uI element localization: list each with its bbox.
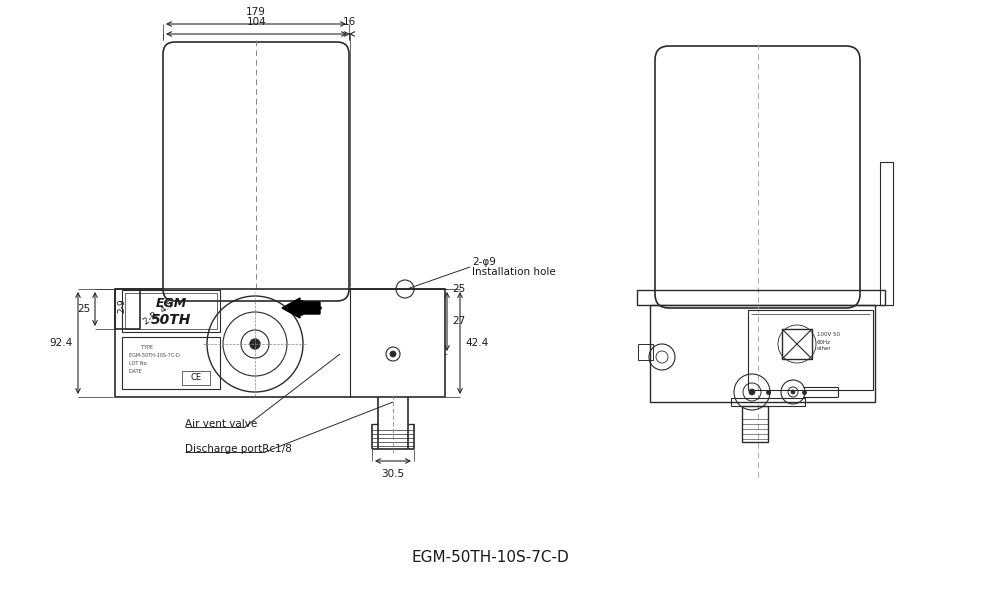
Text: other: other <box>817 347 832 352</box>
Bar <box>637 290 885 305</box>
Bar <box>182 371 210 385</box>
Bar <box>880 162 893 305</box>
Text: LOT No.: LOT No. <box>126 361 148 366</box>
FancyArrow shape <box>282 298 320 318</box>
Text: 100V 50: 100V 50 <box>817 332 840 338</box>
Text: 2-9: 2-9 <box>117 299 126 313</box>
Bar <box>650 305 875 402</box>
Text: Installation hole: Installation hole <box>472 267 556 277</box>
Bar <box>125 293 217 329</box>
Bar <box>748 310 873 390</box>
Text: 104: 104 <box>246 17 267 27</box>
Text: CE: CE <box>190 373 201 382</box>
Bar <box>638 344 653 360</box>
Text: 16: 16 <box>343 17 356 27</box>
Text: 179: 179 <box>246 7 266 17</box>
Text: 25: 25 <box>77 304 90 314</box>
Text: Air vent valve: Air vent valve <box>185 419 257 429</box>
Text: 2-R  4.5: 2-R 4.5 <box>142 299 176 327</box>
Text: 25: 25 <box>452 284 465 294</box>
Bar <box>731 398 805 406</box>
Text: 92.4: 92.4 <box>50 338 73 348</box>
Text: DATE: DATE <box>126 369 141 374</box>
Text: EGM: EGM <box>155 297 186 310</box>
Text: 50TH: 50TH <box>151 313 191 327</box>
Bar <box>122 290 220 332</box>
Circle shape <box>791 390 795 394</box>
Text: 60Hz: 60Hz <box>817 340 831 344</box>
Bar <box>122 337 220 389</box>
Circle shape <box>390 351 396 357</box>
Text: EGM-50TH-10S-7C-D: EGM-50TH-10S-7C-D <box>126 353 180 358</box>
Text: 42.4: 42.4 <box>465 338 489 348</box>
Text: 2-φ9: 2-φ9 <box>472 257 495 267</box>
Bar <box>782 329 812 359</box>
Text: 30.5: 30.5 <box>382 469 404 479</box>
Text: TYPE: TYPE <box>126 345 153 350</box>
Circle shape <box>749 389 755 395</box>
Text: 27: 27 <box>452 317 465 326</box>
Text: Discharge portRc1/8: Discharge portRc1/8 <box>185 444 292 454</box>
Bar <box>115 289 445 397</box>
Circle shape <box>250 339 260 349</box>
Bar <box>742 406 768 442</box>
Text: EGM-50TH-10S-7C-D: EGM-50TH-10S-7C-D <box>411 550 569 565</box>
